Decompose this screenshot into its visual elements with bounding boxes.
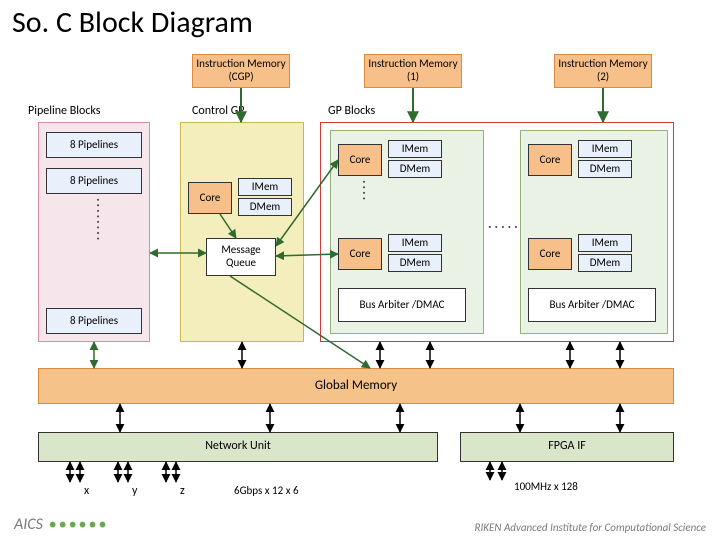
footer-logo: AICS •••••• xyxy=(14,515,108,534)
soc-diagram: Instruction Memory (CGP) Instruction Mem… xyxy=(20,48,700,508)
slide-title: So. C Block Diagram xyxy=(12,4,253,41)
connectors xyxy=(20,48,700,508)
footer-org: RIKEN Advanced Institute for Computation… xyxy=(475,521,706,534)
